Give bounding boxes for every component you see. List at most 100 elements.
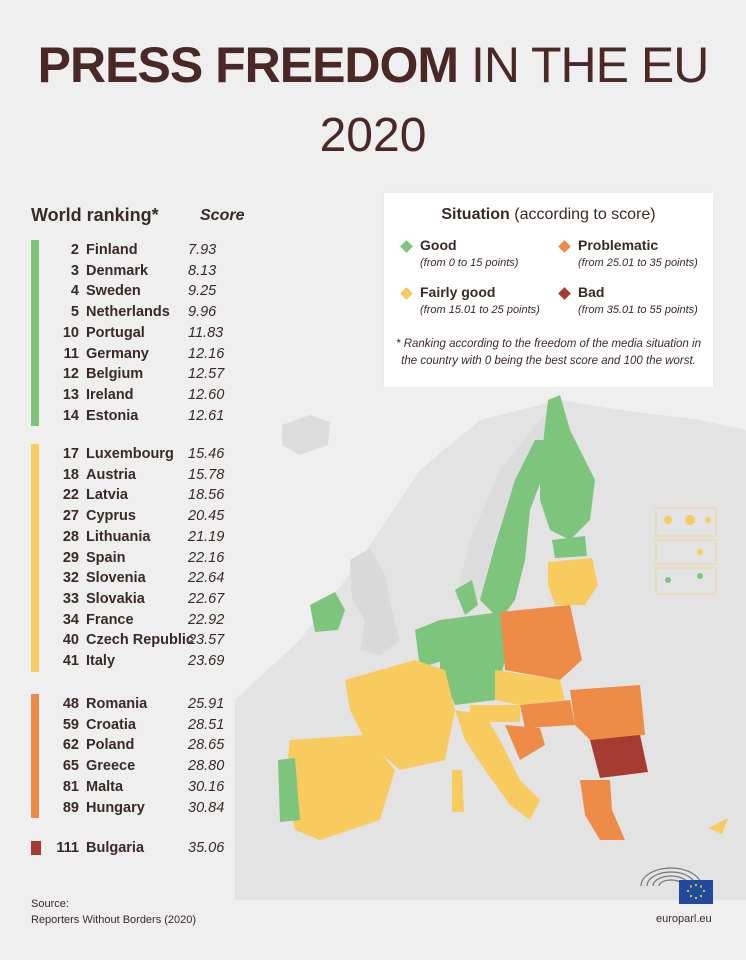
diamond-icon — [400, 287, 413, 300]
title-year: 2020 — [319, 109, 427, 162]
map-czech-slovakia — [495, 670, 565, 705]
group-color-bar — [31, 444, 39, 672]
table-row: 48 Romania 25.91 — [31, 694, 271, 714]
map-iceland — [282, 415, 330, 455]
rank: 14 — [62, 407, 79, 424]
map-outermost-regions — [655, 507, 717, 595]
table-row: 13 Ireland 12.60 — [31, 385, 271, 405]
table-row: 10 Portugal 11.83 — [31, 323, 271, 343]
score: 12.60 — [188, 386, 225, 403]
table-row: 2 Finland 7.93 — [31, 240, 271, 260]
page-title: PRESS FREEDOM IN THE EU — [0, 40, 746, 90]
map-sweden — [480, 440, 548, 620]
country: Sweden — [86, 283, 141, 300]
country: Denmark — [86, 262, 149, 279]
map-bulgaria — [590, 735, 648, 778]
table-row: 111 Bulgaria 35.06 — [31, 838, 271, 858]
map-cyprus — [708, 818, 728, 834]
map-croatia — [505, 725, 545, 760]
rank: 32 — [62, 570, 79, 587]
rank: 81 — [62, 778, 79, 795]
table-row: 12 Belgium 12.57 — [31, 364, 271, 384]
rank: 18 — [62, 466, 79, 483]
european-parliament-logo — [640, 867, 713, 904]
group-fairly-good: 17 Luxembourg 15.46 18 Austria 15.78 22 Latvi… — [31, 444, 271, 672]
country: Lithuania — [86, 528, 151, 545]
table-row: 3 Denmark 8.13 — [31, 261, 271, 281]
country: Hungary — [86, 799, 145, 816]
country: Romania — [86, 696, 148, 712]
country: Slovakia — [86, 590, 145, 607]
legend-range: (from 25.01 to 35 points) — [578, 257, 698, 269]
country: Poland — [86, 737, 135, 754]
legend-label: Good — [420, 237, 457, 253]
group-bad: 111 Bulgaria 35.06 — [31, 838, 271, 858]
map-islands-med — [452, 770, 464, 812]
country: Malta — [86, 778, 124, 795]
rank: 3 — [70, 262, 79, 279]
score: 18.56 — [188, 487, 225, 504]
eu-map — [235, 395, 746, 900]
table-row: 27 Cyprus 20.45 — [31, 506, 271, 526]
score: 30.84 — [188, 799, 225, 816]
legend-title: Situation (according to score) — [384, 206, 713, 224]
score: 11.83 — [188, 324, 224, 341]
country: Ireland — [86, 386, 134, 403]
legend-label: Fairly good — [420, 284, 496, 300]
score: 22.92 — [188, 611, 225, 628]
table-row: 28 Lithuania 21.19 — [31, 527, 271, 547]
diamond-icon — [558, 240, 571, 253]
map-uk — [350, 548, 400, 655]
table-row: 29 Spain 22.16 — [31, 548, 271, 568]
table-row: 65 Greece 28.80 — [31, 756, 271, 776]
score: 9.96 — [188, 304, 217, 321]
legend-title-rest: (according to score) — [509, 206, 656, 223]
table-row: 41 Italy 23.69 — [31, 651, 271, 671]
rank: 89 — [62, 799, 79, 816]
source-label: Source: — [31, 898, 69, 910]
legend-title-bold: Situation — [441, 206, 510, 223]
score: 9.25 — [188, 283, 217, 300]
rank: 13 — [62, 386, 79, 403]
score: 22.64 — [188, 570, 225, 587]
table-row: 34 France 22.92 — [31, 610, 271, 630]
map-italy — [455, 710, 540, 820]
table-row: 5 Netherlands 9.96 — [31, 302, 271, 322]
score: 15.78 — [188, 466, 225, 483]
rank: 48 — [62, 696, 79, 712]
score: 12.57 — [188, 366, 225, 383]
rank: 62 — [62, 737, 79, 754]
legend-range: (from 15.01 to 25 points) — [420, 304, 540, 316]
group-color-bar — [31, 240, 39, 426]
website-label: europarl.eu — [656, 913, 712, 925]
map-france — [345, 660, 455, 770]
score: 12.61 — [188, 407, 225, 424]
map-greece — [580, 780, 625, 840]
country: Croatia — [86, 716, 136, 733]
map-benelux — [415, 620, 445, 668]
score: 23.57 — [188, 632, 225, 649]
country: Cyprus — [86, 508, 136, 525]
score: 7.93 — [188, 242, 217, 258]
score: 23.69 — [188, 653, 225, 669]
country: Belgium — [86, 366, 144, 383]
map-baltics — [548, 558, 598, 605]
table-row: 81 Malta 30.16 — [31, 777, 271, 797]
map-hungary — [520, 700, 575, 728]
table-row: 59 Croatia 28.51 — [31, 715, 271, 735]
rank: 29 — [62, 549, 79, 566]
country: Luxembourg — [86, 446, 174, 462]
table-row: 14 Estonia 12.61 — [31, 406, 271, 426]
title-bold: PRESS FREEDOM — [37, 37, 459, 93]
rank: 40 — [62, 632, 79, 649]
country: Italy — [86, 653, 116, 669]
country: Spain — [86, 549, 126, 566]
rank: 111 — [56, 840, 79, 856]
table-row: 4 Sweden 9.25 — [31, 281, 271, 301]
diamond-icon — [400, 240, 413, 253]
rank: 12 — [62, 366, 79, 383]
rank: 65 — [62, 758, 79, 775]
rank: 34 — [62, 611, 79, 628]
table-row: 18 Austria 15.78 — [31, 465, 271, 485]
